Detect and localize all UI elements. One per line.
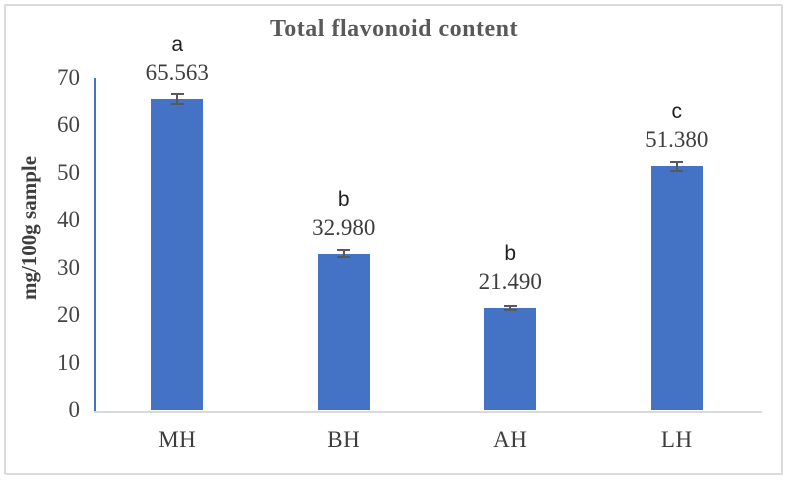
bar-value-label: 51.380 [645, 127, 709, 153]
x-category-label: AH [493, 427, 528, 452]
bar-value-label: 65.563 [145, 60, 209, 86]
error-bar-cap-top [503, 304, 517, 307]
x-category-label: LH [660, 427, 693, 452]
error-bar-cap-bottom [503, 309, 517, 312]
y-tick-label: 50 [57, 159, 80, 185]
bar-AH [484, 308, 537, 410]
y-tick-label: 40 [57, 207, 80, 233]
chart-title: Total flavonoid content [270, 16, 518, 42]
error-bar-stem [509, 305, 512, 311]
y-tick-label: 10 [57, 349, 80, 375]
bar-BH [317, 253, 370, 410]
error-bar-cap-top [337, 248, 351, 251]
error-bar-stem [176, 94, 179, 104]
x-category-label: BH [327, 427, 361, 452]
y-tick-label: 70 [57, 65, 80, 90]
bar-MH [151, 99, 204, 410]
error-bar-stem [675, 161, 678, 172]
y-tick-label: 0 [68, 397, 81, 422]
x-axis-line [94, 411, 762, 413]
significance-letter: a [171, 33, 184, 57]
significance-letter: b [337, 187, 350, 211]
error-bar-cap-bottom [670, 170, 684, 173]
y-tick-label: 30 [57, 254, 80, 280]
bar-LH [650, 166, 703, 410]
error-bar-stem [342, 249, 345, 258]
error-bar-cap-top [170, 93, 184, 96]
error-bar-cap-bottom [337, 256, 351, 259]
bar-value-label: 32.980 [312, 214, 376, 240]
significance-letter: b [504, 242, 517, 266]
x-category-label: MH [158, 427, 197, 452]
y-tick-label: 60 [57, 112, 80, 138]
y-tick-label: 20 [57, 302, 80, 328]
bar-value-label: 21.490 [478, 269, 542, 295]
error-bar-cap-bottom [170, 102, 184, 105]
error-bar-cap-top [670, 160, 684, 163]
significance-letter: c [671, 100, 683, 124]
y-axis-line [94, 78, 96, 413]
